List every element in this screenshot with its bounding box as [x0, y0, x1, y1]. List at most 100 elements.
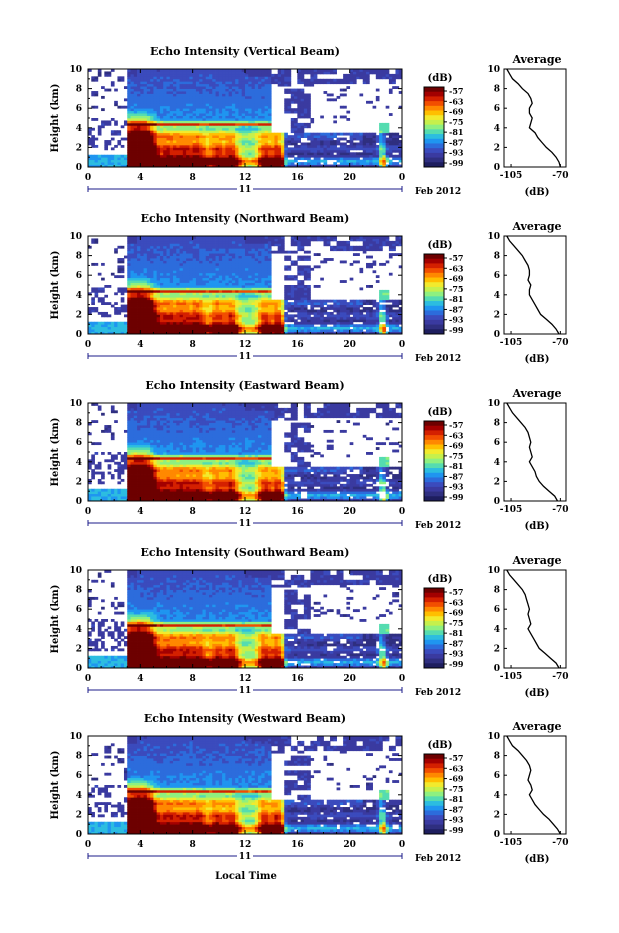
heatmap-cell [121, 106, 125, 109]
heatmap-cell [297, 79, 301, 82]
heatmap-cell [157, 98, 161, 101]
heatmap-cell [153, 135, 157, 138]
heatmap-cell [131, 287, 135, 290]
heatmap-cell [193, 94, 197, 97]
heatmap-cell [379, 123, 383, 126]
heatmap-cell [134, 74, 138, 77]
heatmap-cell [167, 118, 171, 121]
heatmap-cell [222, 265, 226, 268]
heatmap-cell [157, 125, 161, 128]
heatmap-cell [183, 317, 187, 320]
heatmap-cell [248, 300, 252, 303]
heatmap-cell [186, 91, 190, 94]
heatmap-cell [180, 147, 184, 150]
heatmap-cell [176, 138, 180, 141]
heatmap-cell [265, 116, 269, 119]
x-tick-label: 12 [239, 173, 252, 183]
heatmap-cell [167, 238, 171, 241]
heatmap-cell [255, 113, 259, 116]
heatmap-cell [117, 143, 121, 146]
heatmap-cell [232, 307, 236, 310]
heatmap-cell [343, 133, 347, 136]
heatmap-cell [140, 113, 144, 116]
heatmap-cell [255, 91, 259, 94]
heatmap-cell [163, 108, 167, 111]
heatmap-cell [333, 157, 337, 160]
heatmap-cell [134, 130, 138, 133]
heatmap-cell [225, 319, 229, 322]
heatmap-cell [271, 135, 275, 138]
heatmap-cell [131, 120, 135, 123]
heatmap-cell [176, 258, 180, 261]
heatmap-cell [144, 108, 148, 111]
heatmap-cell [258, 324, 262, 327]
heatmap-cell [189, 248, 193, 251]
heatmap-cell [180, 155, 184, 158]
heatmap-cell [235, 96, 239, 99]
heatmap-cell [199, 86, 203, 89]
heatmap-cell [199, 135, 203, 138]
heatmap-cell [186, 322, 190, 325]
heatmap-cell [261, 86, 265, 89]
heatmap-cell [284, 256, 288, 259]
heatmap-cell [180, 300, 184, 303]
heatmap-cell [183, 162, 187, 165]
heatmap-cell [127, 145, 131, 148]
heatmap-cell [170, 120, 174, 123]
heatmap-cell [206, 292, 210, 295]
heatmap-cell [304, 150, 308, 153]
heatmap-cell [202, 155, 206, 158]
heatmap-cell [104, 89, 108, 92]
heatmap-cell [238, 327, 242, 330]
heatmap-cell [376, 135, 380, 138]
heatmap-cell [216, 246, 220, 249]
heatmap-cell [212, 283, 216, 286]
heatmap-cell [114, 307, 118, 310]
heatmap-cell [245, 297, 249, 300]
heatmap-cell [261, 263, 265, 266]
heatmap-cell [304, 143, 308, 146]
heatmap-cell [91, 155, 95, 158]
y-tick-label: 4 [76, 124, 82, 134]
heatmap-cell [265, 113, 269, 116]
heatmap-cell [173, 128, 177, 131]
heatmap-cell [189, 123, 193, 126]
heatmap-cell [186, 118, 190, 121]
heatmap-cell [379, 128, 383, 131]
heatmap-cell [157, 241, 161, 244]
heatmap-cell [147, 74, 151, 77]
heatmap-cell [131, 130, 135, 133]
heatmap-cell [222, 238, 226, 241]
heatmap-cell [163, 265, 167, 268]
heatmap-cell [134, 248, 138, 251]
heatmap-cell [248, 91, 252, 94]
heatmap-cell [160, 157, 164, 160]
heatmap-cell [212, 135, 216, 138]
heatmap-cell [180, 292, 184, 295]
heatmap-cell [134, 243, 138, 246]
heatmap-cell [297, 300, 301, 303]
heatmap-cell [271, 79, 275, 82]
heatmap-cell [212, 125, 216, 128]
heatmap-cell [176, 248, 180, 251]
heatmap-cell [216, 106, 220, 109]
heatmap-cell [245, 285, 249, 288]
heatmap-cell [268, 160, 272, 163]
heatmap-cell [225, 84, 229, 87]
heatmap-cell [173, 324, 177, 327]
heatmap-cell [258, 241, 262, 244]
heatmap-cell [147, 319, 151, 322]
heatmap-cell [268, 238, 272, 241]
heatmap-cell [183, 94, 187, 97]
heatmap-cell [147, 160, 151, 163]
heatmap-cell [222, 81, 226, 84]
heatmap-cell [167, 108, 171, 111]
heatmap-cell [281, 143, 285, 146]
heatmap-cell [242, 123, 246, 126]
heatmap-cell [307, 135, 311, 138]
heatmap-cell [225, 287, 229, 290]
heatmap-cell [144, 113, 148, 116]
heatmap-cell [288, 91, 292, 94]
heatmap-cell [242, 143, 246, 146]
heatmap-cell [206, 258, 210, 261]
